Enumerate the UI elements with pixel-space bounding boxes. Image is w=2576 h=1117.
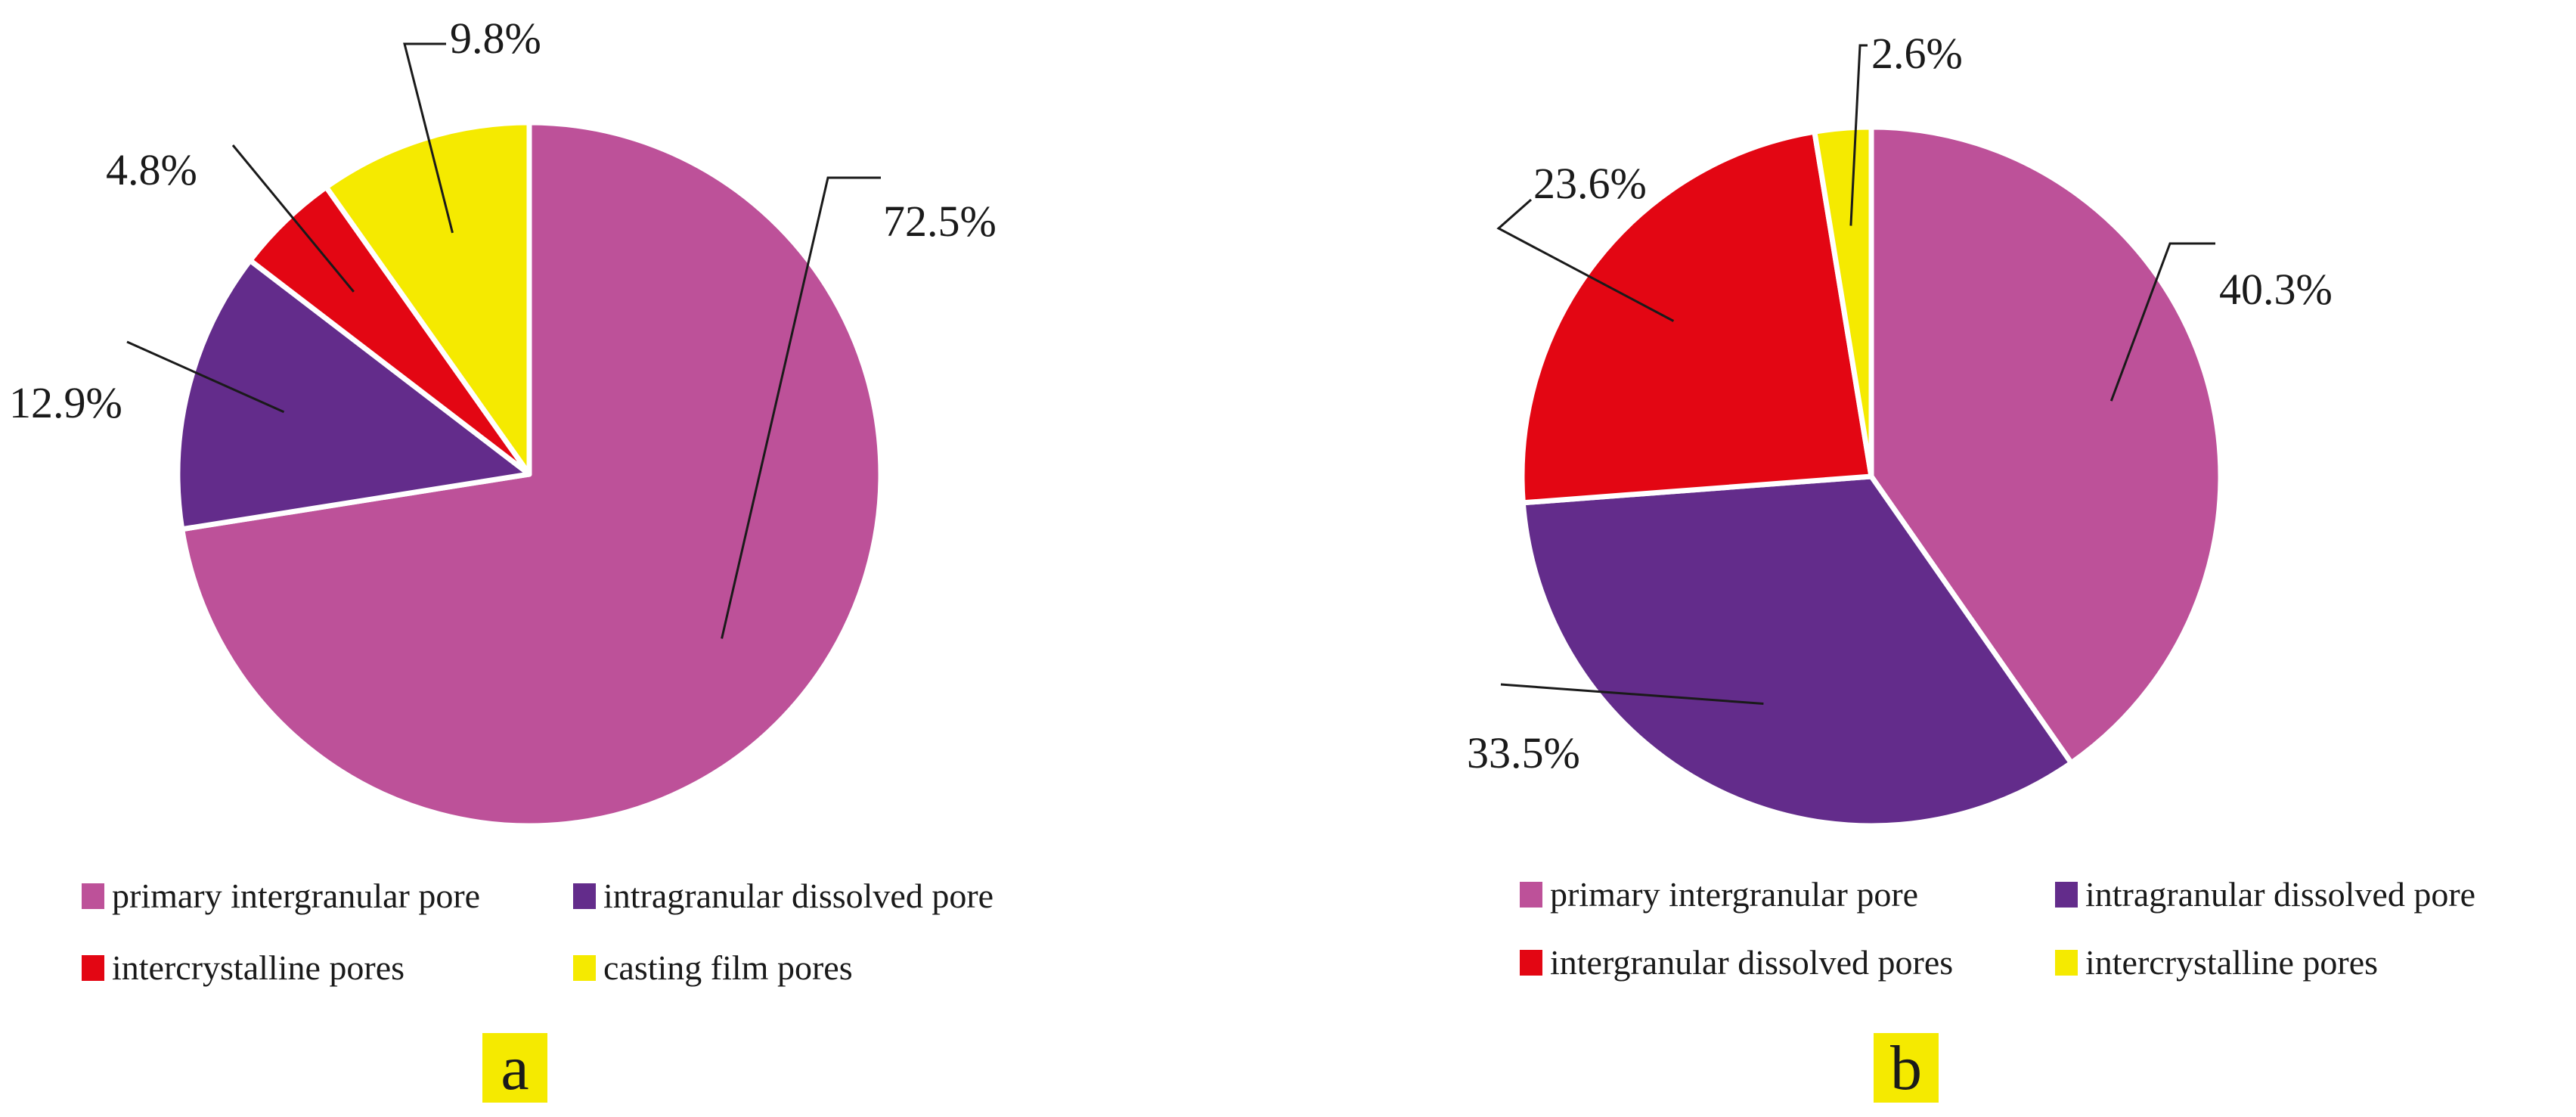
slice-percent-label: 23.6% (1533, 159, 1647, 208)
legend-entry: intergranular dissolved pores (1550, 943, 1953, 982)
legend-entry: intragranular dissolved pore (603, 877, 994, 915)
legend-entry: primary intergranular pore (112, 877, 480, 915)
panel-letter: b (1890, 1033, 1922, 1103)
pie-slice-casting-film-pores (323, 119, 532, 477)
leader-line (721, 176, 881, 639)
leader-line (126, 340, 285, 414)
leader-line (403, 42, 454, 234)
pie-slice-primary-intergranular-pore (1868, 124, 2224, 766)
legend-swatch (573, 883, 596, 909)
pie-slice-intragranular-dissolved-pore (1520, 473, 2074, 829)
legend-entry: intercrystalline pores (112, 948, 405, 987)
panel-letter-box (1874, 1033, 1939, 1103)
pie-slice-intergranular-dissolved-pores (1519, 129, 1874, 506)
pie-panel-a: 72.5% 12.9% 4.8% 9.8% primary intergranular … (9, 14, 997, 1103)
legend-entry: intragranular dissolved pore (2085, 875, 2475, 914)
legend-entry: casting film pores (603, 948, 853, 987)
pie-slice-intercrystalline-pores (1812, 124, 1874, 479)
legend-swatch (82, 955, 104, 981)
slice-percent-label: 33.5% (1467, 728, 1580, 777)
leader-line (231, 144, 355, 293)
slice-percent-label: 2.6% (1871, 29, 1963, 78)
legend-swatch (573, 955, 596, 981)
legend-entry: intercrystalline pores (2085, 943, 2378, 982)
slice-percent-label: 4.8% (106, 145, 197, 194)
panel-letter: a (501, 1033, 529, 1103)
legend-swatch (82, 883, 104, 909)
leader-line (1496, 198, 1675, 322)
legend-entry: primary intergranular pore (1550, 875, 1918, 914)
legend-swatch (1520, 882, 1542, 908)
slice-percent-label: 40.3% (2219, 265, 2333, 314)
slice-percent-label: 12.9% (9, 378, 122, 427)
leader-line (1849, 44, 1868, 226)
leader-line (1500, 683, 1764, 705)
pie-panel-b: 40.3% 33.5% 23.6% 2.6% primary intergranular… (1467, 29, 2475, 1103)
legend-swatch (2055, 882, 2078, 908)
legend-swatch (1520, 950, 1542, 976)
panel-letter-box (482, 1033, 547, 1103)
legend-swatch (2055, 950, 2078, 976)
slice-percent-label: 72.5% (883, 197, 997, 246)
pie-slice-intragranular-dissolved-pore (175, 257, 532, 532)
leader-line (2109, 242, 2215, 402)
slice-percent-label: 9.8% (450, 14, 541, 63)
